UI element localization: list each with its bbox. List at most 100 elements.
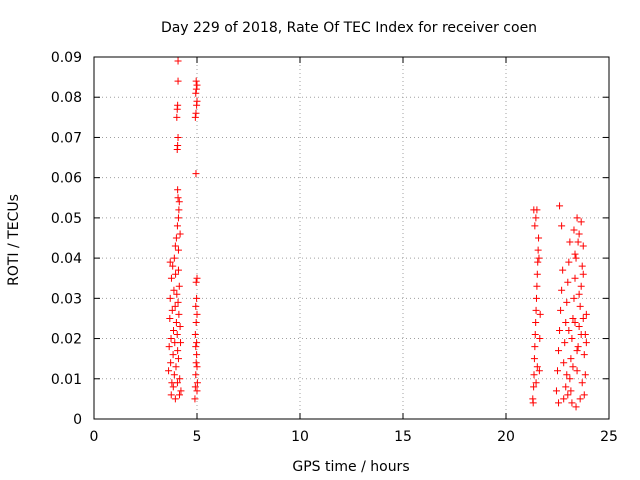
data-point — [192, 77, 200, 85]
data-point — [582, 339, 590, 347]
data-point — [579, 314, 587, 322]
data-point — [556, 327, 564, 335]
data-point — [533, 270, 541, 278]
data-point — [530, 383, 538, 391]
data-point — [192, 109, 200, 117]
data-point — [559, 266, 567, 274]
data-point — [579, 270, 587, 278]
data-point — [171, 302, 179, 310]
data-point — [174, 133, 182, 141]
data-point — [174, 298, 182, 306]
data-point — [581, 371, 589, 379]
data-point — [172, 363, 180, 371]
data-point — [556, 202, 564, 210]
data-point — [165, 367, 173, 375]
data-point — [569, 363, 577, 371]
data-point — [174, 194, 182, 202]
data-point — [535, 234, 543, 242]
data-point — [570, 294, 578, 302]
data-point — [575, 322, 583, 330]
data-point — [555, 399, 563, 407]
data-point — [174, 214, 182, 222]
data-point — [173, 331, 181, 339]
x-tick-label: 25 — [600, 429, 618, 445]
data-point — [574, 238, 582, 246]
data-point — [175, 206, 183, 214]
data-point — [167, 359, 175, 367]
data-point — [532, 318, 540, 326]
data-point — [566, 238, 574, 246]
x-tick-label: 15 — [394, 429, 412, 445]
data-point — [177, 339, 185, 347]
data-point — [531, 222, 539, 230]
data-point — [193, 274, 201, 282]
data-point — [191, 331, 199, 339]
data-point — [566, 375, 574, 383]
data-point — [565, 327, 573, 335]
y-tick-label: 0 — [73, 412, 82, 428]
data-point — [172, 318, 180, 326]
data-point — [192, 371, 200, 379]
data-point — [173, 290, 181, 298]
data-point — [177, 387, 185, 395]
x-tick-label: 10 — [291, 429, 309, 445]
data-point — [535, 367, 543, 375]
data-point — [575, 230, 583, 238]
data-point — [166, 294, 174, 302]
data-point — [572, 403, 580, 411]
data-point — [170, 327, 178, 335]
data-point — [193, 81, 201, 89]
data-point — [567, 355, 575, 363]
data-point — [532, 294, 540, 302]
data-point — [176, 375, 184, 383]
data-point — [192, 170, 200, 178]
data-point — [532, 306, 540, 314]
data-point — [192, 89, 200, 97]
data-point — [532, 379, 540, 387]
data-point — [565, 258, 573, 266]
data-point — [193, 387, 201, 395]
y-tick-label: 0.09 — [51, 50, 82, 66]
data-point — [170, 254, 178, 262]
data-point — [193, 310, 201, 318]
data-point — [193, 351, 201, 359]
data-point — [531, 343, 539, 351]
data-point — [173, 113, 181, 121]
data-point — [573, 214, 581, 222]
data-point — [534, 246, 542, 254]
data-point — [562, 383, 570, 391]
data-points — [165, 57, 590, 411]
data-point — [578, 262, 586, 270]
axis-ticks: 0 5 10 15 20 25 0 0.01 0.02 0.03 0.04 0.05 0.06 0.07 0… — [51, 50, 618, 445]
data-point — [572, 254, 580, 262]
data-point — [576, 395, 584, 403]
data-point — [171, 242, 179, 250]
data-point — [176, 230, 184, 238]
data-point — [534, 258, 542, 266]
data-point — [573, 367, 581, 375]
data-point — [193, 363, 201, 371]
data-point — [558, 222, 566, 230]
data-point — [582, 310, 590, 318]
data-point — [574, 343, 582, 351]
y-tick-label: 0.07 — [51, 130, 82, 146]
data-point — [552, 387, 560, 395]
y-tick-label: 0.04 — [51, 251, 82, 267]
x-tick-label: 0 — [90, 429, 99, 445]
data-point — [533, 282, 541, 290]
data-point — [173, 379, 181, 387]
data-point — [166, 314, 174, 322]
data-point — [563, 298, 571, 306]
data-point — [175, 310, 183, 318]
data-point — [529, 399, 537, 407]
data-point — [570, 226, 578, 234]
data-point — [532, 214, 540, 222]
chart-title: Day 229 of 2018, Rate Of TEC Index for r… — [161, 20, 537, 36]
data-point — [571, 274, 579, 282]
data-point — [174, 266, 182, 274]
y-axis-label: ROTI / TECUs — [6, 194, 22, 286]
data-point — [169, 262, 177, 270]
data-point — [174, 57, 182, 65]
data-point — [580, 391, 588, 399]
